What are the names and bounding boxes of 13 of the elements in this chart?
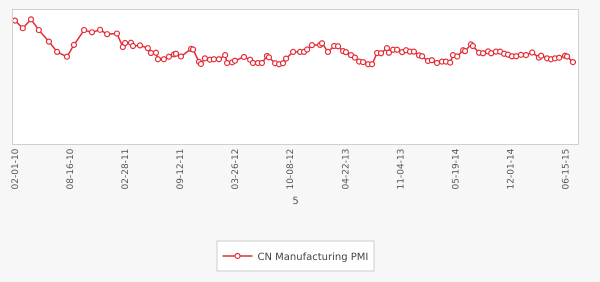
x-tick-label: 04-22-13 bbox=[341, 148, 352, 190]
x-tick-label: 06-15-15 bbox=[562, 148, 572, 190]
x-tick-label: 02-28-11 bbox=[121, 148, 132, 190]
x-tick-label: 10-08-12 bbox=[286, 148, 296, 190]
x-axis-title: 5 bbox=[292, 196, 299, 207]
x-tick-label: 12-01-14 bbox=[506, 148, 516, 190]
x-tick-label: 05-19-14 bbox=[451, 148, 462, 190]
x-tick-label: 09-12-11 bbox=[176, 148, 186, 190]
x-tick-label: 03-26-12 bbox=[231, 148, 242, 190]
x-tick-label: 02-01-10 bbox=[10, 148, 21, 190]
legend-label: CN Manufacturing PMI bbox=[258, 252, 368, 263]
x-tick-label: 08-16-10 bbox=[66, 148, 76, 190]
x-tick-label: 11-04-13 bbox=[396, 148, 406, 190]
